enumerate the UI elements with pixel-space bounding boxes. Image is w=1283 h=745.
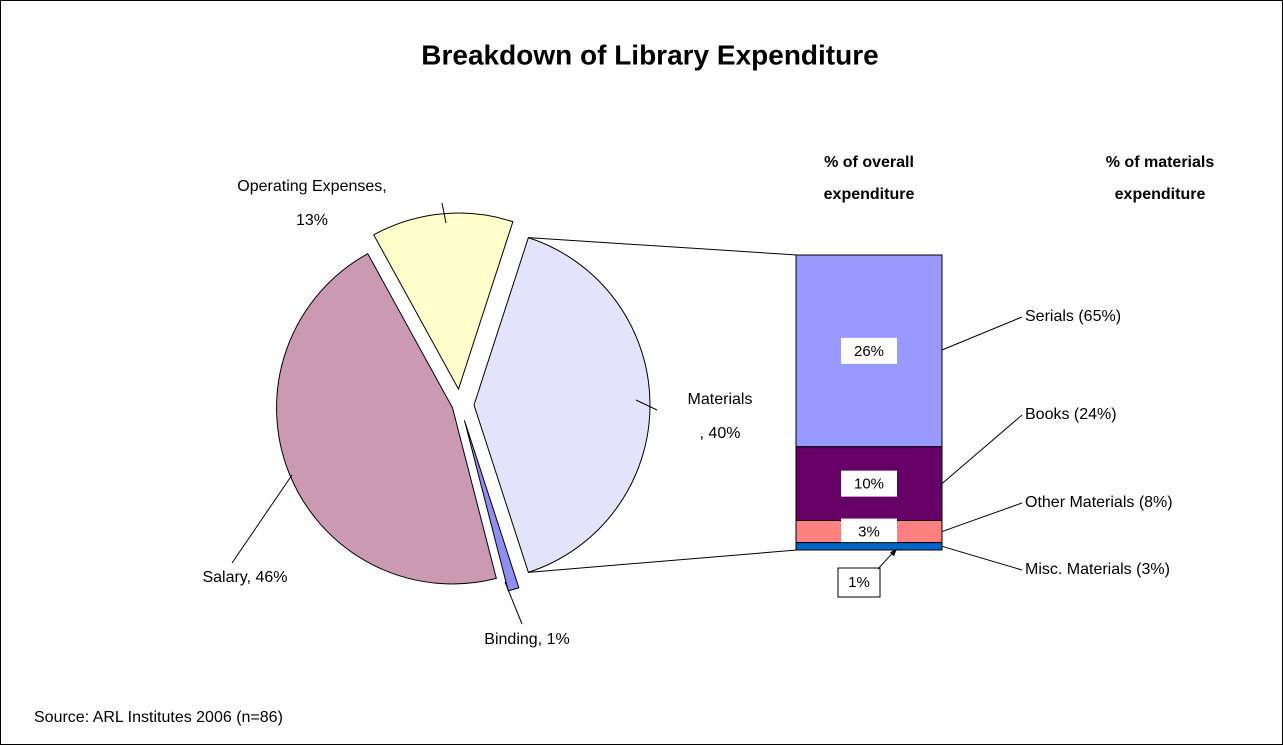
value-label-box	[837, 567, 881, 598]
connector-line	[528, 549, 798, 573]
column-header-line: % of materials	[1106, 154, 1215, 171]
leader-line	[635, 399, 658, 411]
pie-label-line: 13%	[296, 212, 328, 229]
value-label: 26%	[854, 343, 884, 360]
pie-label-line: Operating Expenses,	[237, 178, 386, 195]
bar-segment	[795, 542, 943, 551]
value-label: 10%	[854, 476, 884, 493]
leader-line	[504, 581, 523, 625]
pie-slice	[276, 253, 497, 585]
pie-label-line: Materials	[688, 391, 753, 408]
value-label-box	[841, 337, 897, 364]
pie-label-line: , 40%	[700, 425, 741, 442]
column-header-line: expenditure	[824, 186, 915, 203]
leader-line	[941, 502, 1023, 533]
pie-label-line: Binding, 1%	[484, 631, 569, 648]
legend-label: Other Materials (8%)	[1025, 494, 1173, 511]
connector-line	[528, 237, 798, 256]
pie-label: Materials , 40%	[688, 391, 753, 442]
chart-title: Breakdown of Library Expenditure	[421, 39, 878, 70]
column-header-line: % of overall	[824, 154, 914, 171]
pie-label: Operating Expenses, 13%	[237, 178, 386, 229]
value-label: 3%	[858, 524, 880, 541]
value-label: 1%	[848, 574, 870, 591]
leader-line	[231, 474, 293, 564]
column-header-line: expenditure	[1115, 186, 1206, 203]
pie-label: Salary, 46%	[202, 569, 287, 586]
column-header: % of materials expenditure	[1106, 154, 1215, 203]
pie-label: Binding, 1%	[484, 631, 569, 648]
source-note: Source: ARL Institutes 2006 (n=86)	[34, 709, 283, 726]
pie-slice	[473, 236, 651, 574]
column-header: % of overall expenditure	[824, 154, 915, 203]
legend-label: Books (24%)	[1025, 406, 1117, 423]
leader-line	[441, 202, 447, 224]
leader-line	[941, 414, 1023, 485]
leader-line	[941, 545, 1023, 571]
arrow-head	[890, 548, 897, 557]
value-label-box	[841, 470, 897, 497]
leader-line	[941, 316, 1023, 351]
legend-label: Serials (65%)	[1025, 308, 1121, 325]
pie-slice	[373, 212, 514, 391]
pie-label-line: Salary, 46%	[202, 569, 287, 586]
value-label-box	[841, 518, 897, 545]
legend-label: Misc. Materials (3%)	[1025, 561, 1170, 578]
